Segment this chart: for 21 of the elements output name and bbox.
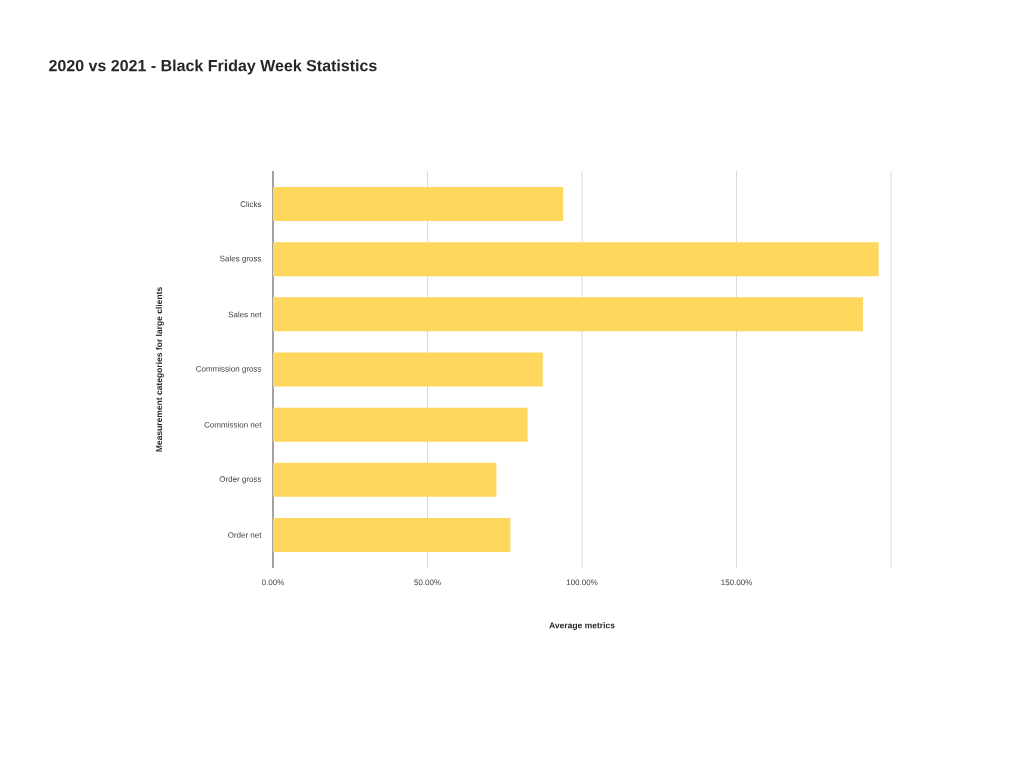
bar (273, 517, 511, 552)
x-tick-label: 150.00% (721, 579, 752, 586)
x-tick-label: 50.00% (414, 579, 441, 586)
bar (273, 462, 497, 497)
chart-title: 2020 vs 2021 - Black Friday Week Statistics (49, 59, 377, 75)
y-axis-title: Measurement categories for large clients (155, 287, 164, 452)
y-tick-label: Clicks (240, 201, 262, 208)
x-tick-label: 0.00% (261, 579, 285, 586)
bar (273, 242, 879, 277)
bar (273, 297, 863, 332)
x-axis-title: Average metrics (549, 622, 615, 631)
y-tick-label: Order gross (219, 476, 262, 484)
bar (273, 352, 543, 387)
y-tick-label: Order net (228, 531, 262, 538)
y-tick-label: Commission gross (196, 365, 262, 374)
y-tick-label: Sales net (228, 311, 262, 318)
y-tick-label: Sales gross (220, 255, 262, 263)
bar (273, 407, 528, 442)
x-tick-label: 100.00% (566, 579, 598, 586)
bar (273, 187, 564, 222)
y-tick-label: Commission net (204, 421, 262, 428)
